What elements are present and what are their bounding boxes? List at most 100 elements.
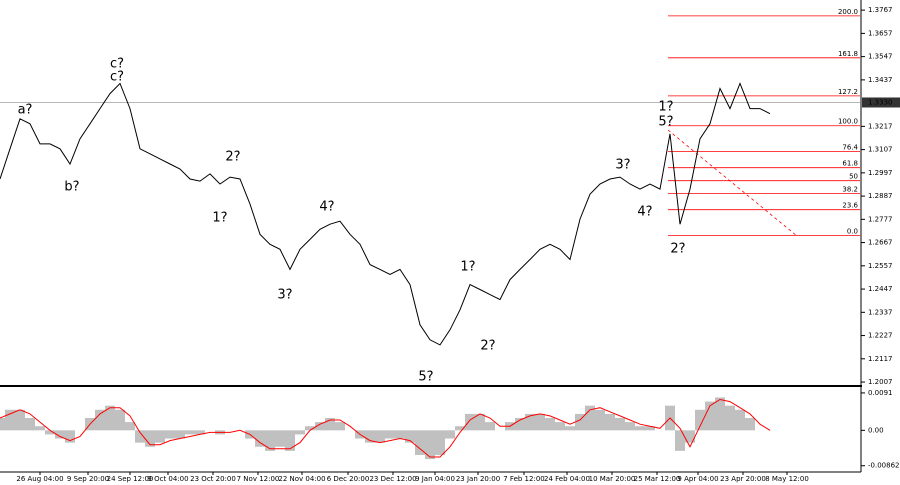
y-tick-label: 0.00 xyxy=(868,426,884,434)
histogram-bar xyxy=(675,430,685,451)
y-tick-label: 1.3547 xyxy=(868,53,893,61)
x-tick-label: 23 Apr 20:00 xyxy=(720,475,766,483)
x-tick-label: 22 Nov 04:00 xyxy=(278,475,325,483)
histogram-bar xyxy=(545,417,555,431)
histogram-bar xyxy=(175,430,185,439)
fib-label: 0.0 xyxy=(847,228,858,236)
histogram-bar xyxy=(45,430,55,435)
histogram-bar xyxy=(285,430,295,451)
histogram-bar xyxy=(735,409,745,431)
wave-label: 1? xyxy=(460,260,475,275)
x-tick-label: 7 Feb 12:00 xyxy=(503,475,544,483)
histogram-bar xyxy=(585,405,595,431)
x-tick-label: 6 Dec 20:00 xyxy=(327,475,370,483)
histogram-bar xyxy=(685,430,695,443)
y-tick-label: 1.2887 xyxy=(868,192,893,200)
histogram-bar xyxy=(405,430,415,443)
histogram-bar xyxy=(5,409,15,431)
histogram-bar xyxy=(115,409,125,431)
histogram-bar xyxy=(635,426,645,431)
histogram-bar xyxy=(515,417,525,431)
wave-label: 4? xyxy=(319,200,334,215)
trend-line xyxy=(667,129,798,237)
price-line xyxy=(0,398,771,458)
x-tick-label: 23 Dec 12:00 xyxy=(369,475,416,483)
x-tick-label: 9 Jan 04:00 xyxy=(415,475,455,483)
histogram-bar xyxy=(535,413,545,431)
histogram-bar xyxy=(325,417,335,431)
current-price-label: 1.3330 xyxy=(868,98,893,106)
histogram-bar xyxy=(145,430,155,447)
x-tick-label: 24 Sep 12:00 xyxy=(107,475,154,483)
x-tick-label: 23 Oct 20:00 xyxy=(190,475,236,483)
histogram-bar xyxy=(645,426,655,431)
current-price-box xyxy=(862,97,900,108)
wave-label: 1? xyxy=(212,211,227,226)
histogram-bar xyxy=(295,430,305,435)
wave-label: 2? xyxy=(225,150,240,165)
histogram-bar xyxy=(375,430,385,443)
histogram-bar xyxy=(275,430,285,447)
histogram-bar xyxy=(15,409,25,431)
histogram-bar xyxy=(185,430,195,435)
x-tick-label: 10 Mar 20:00 xyxy=(589,475,636,483)
wave-label: a? xyxy=(18,103,33,118)
wave-label: b? xyxy=(64,180,79,195)
y-tick-label: 1.2447 xyxy=(868,285,893,293)
y-tick-label: 1.3107 xyxy=(868,146,893,154)
y-tick-label: 1.3437 xyxy=(868,76,893,84)
histogram-bar xyxy=(715,397,725,431)
histogram-bar xyxy=(465,413,475,431)
histogram-bar xyxy=(595,409,605,431)
y-tick-label: 1.2667 xyxy=(868,239,893,247)
y-tick-label: 1.2227 xyxy=(868,332,893,340)
histogram-bar xyxy=(615,417,625,431)
x-tick-label: 25 Mar 12:00 xyxy=(634,475,681,483)
x-tick-label: 7 Nov 12:00 xyxy=(237,475,280,483)
histogram-bar xyxy=(525,413,535,431)
wave-label: 5? xyxy=(418,370,433,385)
fib-label: 23.6 xyxy=(842,202,858,210)
fib-label: 38.2 xyxy=(842,186,858,194)
x-tick-label: 26 Aug 04:00 xyxy=(16,475,63,483)
histogram-bar xyxy=(105,405,115,431)
histogram-bar xyxy=(625,422,635,431)
histogram-bar xyxy=(365,430,375,443)
histogram-bar xyxy=(745,417,755,431)
histogram-bar xyxy=(25,417,35,431)
histogram-bar xyxy=(0,417,5,431)
histogram-bar xyxy=(265,430,275,451)
x-tick-label: 9 Oct 04:00 xyxy=(147,475,188,483)
y-tick-label: 1.3217 xyxy=(868,122,893,130)
histogram-bar xyxy=(125,422,135,431)
histogram-bar xyxy=(135,430,145,443)
y-tick-label: 1.2117 xyxy=(868,355,893,363)
wave-label: c? xyxy=(110,70,124,85)
histogram-bar xyxy=(155,430,165,443)
wave-label: 4? xyxy=(637,205,652,220)
fib-label: 161.8 xyxy=(838,50,858,58)
fib-label: 50 xyxy=(849,173,858,181)
x-tick-label: 24 Feb 04:00 xyxy=(544,475,590,483)
y-tick-label: 1.3657 xyxy=(868,29,893,37)
histogram-bar xyxy=(395,430,405,439)
x-tick-label: 23 Jan 20:00 xyxy=(456,475,500,483)
histogram-bar xyxy=(305,426,315,431)
histogram-bar xyxy=(335,422,345,431)
wave-label: 1? xyxy=(658,100,673,115)
price-line xyxy=(0,82,771,346)
histogram-bar xyxy=(725,405,735,431)
y-tick-label: -0.00862 xyxy=(868,462,899,470)
fib-label: 61.8 xyxy=(842,160,858,168)
fib-label: 127.2 xyxy=(838,88,858,96)
wave-label: 5? xyxy=(658,115,673,130)
histogram-bar xyxy=(55,430,65,439)
y-tick-label: 1.2777 xyxy=(868,215,893,223)
histogram-bar xyxy=(385,430,395,439)
histogram-bar xyxy=(575,413,585,431)
histogram-bar xyxy=(415,430,425,455)
y-tick-label: 0.0091 xyxy=(868,389,893,397)
histogram-bar xyxy=(195,430,205,435)
